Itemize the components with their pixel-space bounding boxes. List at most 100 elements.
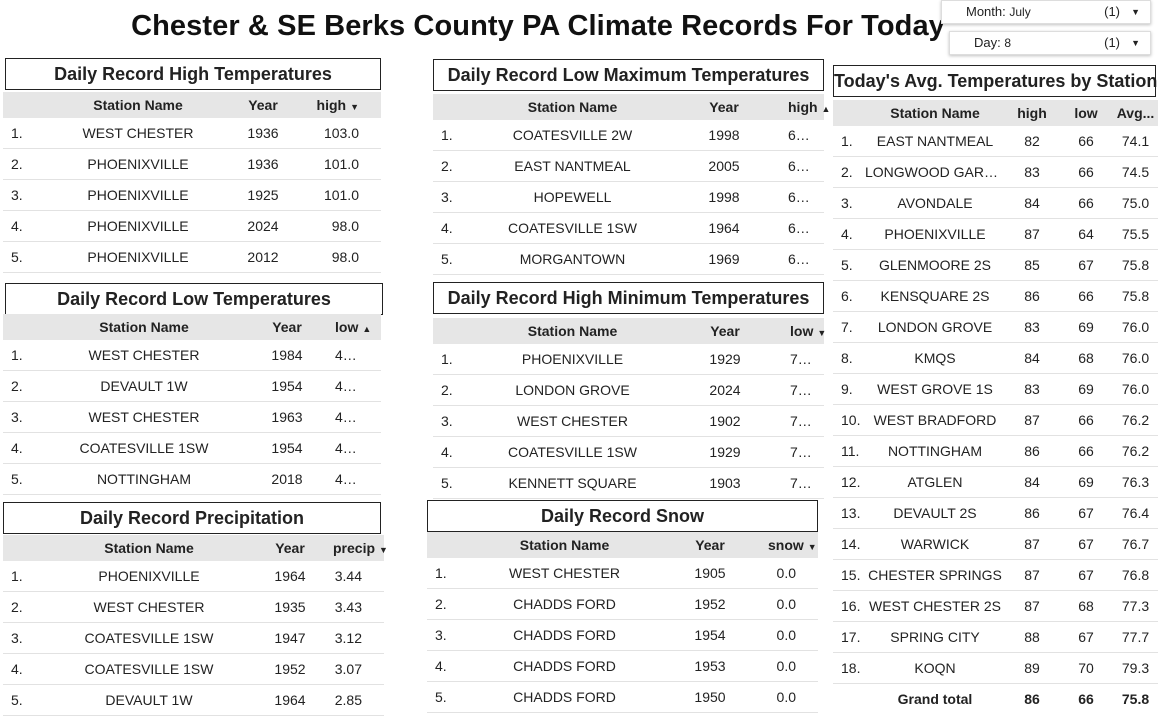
high-cell: 84 [1005, 342, 1059, 374]
row-index: 4. [3, 210, 53, 242]
value-cell: 98.0 [303, 241, 381, 273]
station-name: CHADDS FORD [477, 681, 652, 713]
sort-icon[interactable]: ▲ [362, 324, 372, 334]
column-header[interactable]: Year [652, 532, 768, 558]
total-avg: 75.8 [1121, 691, 1150, 707]
column-header[interactable]: Year [660, 318, 790, 344]
table-row: 3. PHOENIXVILLE 1925 101.0 [3, 179, 381, 211]
year-cell: 1950 [652, 681, 768, 713]
month-filter-value: July [1009, 5, 1031, 19]
sort-icon[interactable]: ▼ [817, 328, 827, 338]
column-header[interactable]: Station Name [865, 100, 1005, 126]
year-cell: 1953 [652, 650, 768, 682]
table-row: 1. PHOENIXVILLE 1964 3.44 [3, 561, 384, 592]
row-index: 1. [833, 126, 865, 157]
avg-cell: 76.7 [1113, 528, 1158, 560]
sort-icon[interactable]: ▼ [350, 102, 359, 112]
table-row: 13. DEVAULT 2S 86 67 76.4 [833, 497, 1158, 529]
grand-total-label: Grand total [897, 691, 973, 707]
station-name: PHOENIXVILLE [53, 148, 223, 180]
row-index: 4. [833, 218, 865, 250]
station-name: CHESTER SPRINGS [865, 559, 1005, 591]
station-name: AVONDALE [865, 187, 1005, 219]
table-row: 2. DEVAULT 1W 1954 47.0 [3, 370, 381, 402]
row-index: 3. [433, 181, 485, 213]
row-index: 1. [433, 120, 485, 151]
avg-cell: 76.0 [1113, 373, 1158, 405]
column-header[interactable]: high ▲ [788, 94, 830, 120]
column-header[interactable]: high [1005, 100, 1059, 126]
avg-cell: 77.3 [1113, 590, 1158, 622]
low-cell: 69 [1059, 373, 1113, 405]
value-cell: 101.0 [303, 179, 381, 211]
sort-icon[interactable]: ▼ [379, 545, 388, 555]
value-cell: 67.9 [788, 150, 824, 182]
year-cell: 1936 [223, 118, 303, 149]
row-index: 5. [3, 684, 51, 716]
column-header[interactable]: Station Name [485, 94, 660, 120]
record-precip-table: Station Name Year precip ▼ 1. PHOENIXVILLE 196… [3, 535, 388, 716]
station-name: GLENMOORE 2S [865, 249, 1005, 281]
low-cell: 70 [1059, 652, 1113, 684]
station-name: COATESVILLE 1SW [49, 432, 239, 464]
column-header[interactable]: Station Name [49, 314, 239, 340]
column-header-label: low [1074, 105, 1098, 121]
table-row: 17. SPRING CITY 88 67 77.7 [833, 621, 1158, 653]
column-header-label: high [316, 97, 347, 113]
column-header[interactable]: Station Name [53, 92, 223, 118]
table-row: 12. ATGLEN 84 69 76.3 [833, 466, 1158, 498]
day-filter[interactable]: Day: 8 (1) ▼ [949, 31, 1151, 55]
sort-icon[interactable]: ▼ [807, 542, 817, 552]
column-header-label: Year [710, 323, 740, 339]
month-filter-label: Month [966, 4, 1003, 19]
column-header-label: Station Name [890, 105, 980, 121]
column-header-label: Year [248, 97, 278, 113]
row-index: 5. [3, 463, 49, 495]
column-header[interactable]: Year [223, 92, 303, 118]
value-cell: 77.0 [790, 344, 824, 375]
year-cell: 1935 [247, 591, 333, 623]
high-cell: 87 [1005, 528, 1059, 560]
station-name: NOTTINGHAM [49, 463, 239, 495]
year-cell: 1998 [660, 120, 788, 151]
year-cell: 1925 [223, 179, 303, 211]
column-header[interactable]: low ▼ [790, 318, 827, 344]
low-cell: 66 [1059, 435, 1113, 467]
station-name: HOPEWELL [485, 181, 660, 213]
column-header[interactable]: Avg... [1113, 100, 1158, 126]
column-header[interactable]: precip ▼ [333, 535, 388, 561]
grand-total-row: Grand total 86 66 75.8 [833, 684, 1158, 715]
high-cell: 84 [1005, 466, 1059, 498]
value-cell: 0.0 [768, 650, 818, 682]
month-filter[interactable]: Month: July (1) ▼ [941, 0, 1151, 24]
column-header[interactable]: high ▼ [303, 92, 381, 118]
row-index: 3. [3, 179, 53, 211]
avg-cell: 76.4 [1113, 497, 1158, 529]
column-header[interactable]: Year [247, 535, 333, 561]
low-cell: 66 [1059, 280, 1113, 312]
table-row: 18. KOQN 89 70 79.3 [833, 652, 1158, 684]
column-header[interactable]: low ▲ [335, 314, 381, 340]
station-name: CHADDS FORD [477, 588, 652, 620]
column-header[interactable]: snow ▼ [768, 532, 818, 558]
day-filter-value: 8 [1004, 36, 1012, 50]
record-high-table: Station Name Year high ▼ 1. WEST CHESTER 1936 1… [3, 92, 381, 273]
avg-cell: 76.0 [1113, 311, 1158, 343]
table-row: 2.LONGWOOD GARDENS836674.5 [833, 156, 1158, 188]
column-header[interactable]: Station Name [485, 318, 660, 344]
row-index: 13. [833, 497, 865, 529]
row-index: 4. [433, 436, 485, 468]
value-cell: 75.0 [790, 405, 824, 437]
column-header[interactable]: Station Name [477, 532, 652, 558]
sort-icon[interactable]: ▲ [821, 104, 831, 114]
year-cell: 1964 [247, 684, 333, 716]
column-header[interactable]: low [1059, 100, 1113, 126]
column-header[interactable]: Year [660, 94, 788, 120]
table-row: 5. PHOENIXVILLE 2012 98.0 [3, 241, 381, 273]
column-header[interactable]: Year [239, 314, 335, 340]
high-cell: 86 [1005, 497, 1059, 529]
column-header[interactable]: Station Name [51, 535, 247, 561]
value-cell: 0.0 [768, 619, 818, 651]
value-cell: 49.0 [335, 401, 381, 433]
avg-cell: 76.2 [1113, 404, 1158, 436]
